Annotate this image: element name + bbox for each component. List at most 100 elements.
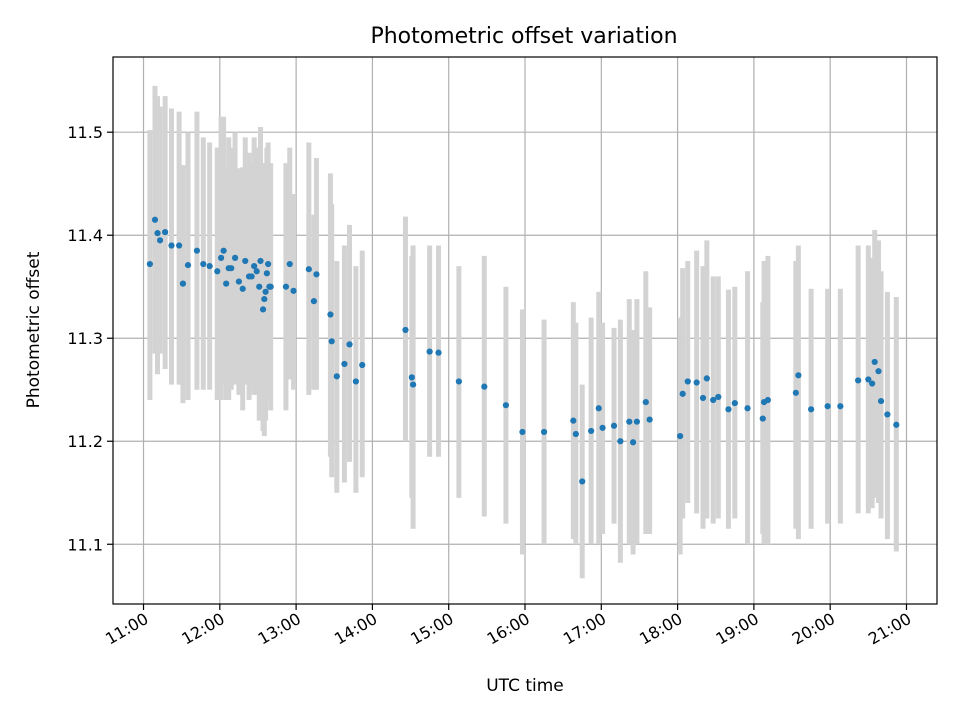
data-point <box>286 260 293 268</box>
data-point <box>893 421 900 428</box>
data-point <box>261 295 268 303</box>
data-point <box>231 254 239 261</box>
data-point <box>731 400 738 407</box>
data-point <box>223 280 230 287</box>
data-point <box>744 405 751 412</box>
data-point <box>595 405 602 412</box>
data-point <box>855 377 862 384</box>
data-point <box>282 283 290 290</box>
data-point <box>228 265 235 272</box>
y-tick-label: 11.5 <box>67 123 103 142</box>
x-tick-label: 14:00 <box>331 609 380 649</box>
data-point <box>259 306 267 313</box>
data-point <box>253 268 260 275</box>
data-point <box>869 380 876 387</box>
data-point <box>610 422 618 429</box>
x-axis: 11:00 12:00 13:00 14:00 15:00 16:00 17:00 18:00… <box>102 604 914 649</box>
data-point <box>242 257 249 265</box>
y-axis-label: Photometric offset <box>24 251 44 408</box>
data-point <box>267 283 274 290</box>
data-point <box>677 432 684 440</box>
data-point <box>184 261 192 269</box>
data-point <box>699 394 707 402</box>
data-point <box>877 397 885 405</box>
data-point <box>179 280 187 287</box>
data-point <box>642 398 649 406</box>
data-point <box>684 378 691 385</box>
data-point <box>146 260 153 268</box>
data-point <box>333 373 340 380</box>
data-point <box>310 298 318 305</box>
data-point <box>837 403 844 410</box>
data-point <box>693 379 700 386</box>
data-point <box>884 411 891 418</box>
data-point <box>200 260 207 268</box>
x-tick-label: 11:00 <box>102 609 151 649</box>
data-point <box>220 247 227 254</box>
data-point <box>154 230 161 237</box>
y-tick-label: 11.1 <box>67 535 103 554</box>
y-tick-label: 11.4 <box>67 226 103 245</box>
x-tick-label: 19:00 <box>712 609 761 649</box>
data-point <box>346 341 353 348</box>
data-point <box>703 375 710 382</box>
data-point <box>599 424 606 431</box>
data-point <box>217 254 225 261</box>
data-point <box>710 396 717 404</box>
data-point <box>792 389 799 396</box>
data-point <box>865 376 872 383</box>
data-point <box>570 417 577 424</box>
data-point <box>313 271 320 278</box>
data-point <box>256 283 263 290</box>
data-point <box>629 439 637 446</box>
data-point <box>617 438 624 445</box>
data-point <box>426 348 433 355</box>
data-point <box>214 268 221 275</box>
data-point <box>626 418 633 425</box>
data-point <box>579 478 586 485</box>
data-point <box>248 273 255 280</box>
y-tick-label: 11.3 <box>67 329 103 348</box>
x-tick-label: 13:00 <box>255 609 304 649</box>
data-point <box>455 378 462 385</box>
data-point <box>871 358 878 366</box>
data-point <box>715 393 722 401</box>
data-point <box>290 287 297 294</box>
x-tick-label: 21:00 <box>865 609 914 649</box>
data-point <box>824 403 831 410</box>
data-point <box>193 247 201 254</box>
data-point <box>481 383 488 390</box>
data-point <box>764 396 771 404</box>
data-point <box>151 216 159 223</box>
x-axis-label: UTC time <box>486 676 564 696</box>
data-point <box>327 311 334 318</box>
data-point <box>808 406 815 413</box>
x-tick-label: 12:00 <box>178 609 227 649</box>
data-point <box>156 237 164 244</box>
data-point <box>646 416 653 423</box>
data-point <box>519 428 526 436</box>
data-point <box>262 288 269 295</box>
chart-title: Photometric offset variation <box>370 24 677 49</box>
data-point <box>263 270 270 277</box>
data-point <box>257 257 264 265</box>
data-point <box>679 390 686 397</box>
data-point <box>588 427 595 435</box>
data-point <box>408 374 415 381</box>
data-point <box>352 378 359 385</box>
data-point <box>502 402 510 409</box>
data-point <box>759 415 766 422</box>
data-point <box>402 326 409 334</box>
data-point <box>328 338 335 345</box>
data-point <box>359 361 366 369</box>
x-tick-label: 20:00 <box>789 609 838 649</box>
data-point <box>251 263 258 270</box>
data-point <box>162 229 169 236</box>
data-points <box>146 216 900 485</box>
data-point <box>795 372 802 379</box>
x-tick-label: 15:00 <box>407 609 456 649</box>
x-tick-label: 16:00 <box>484 609 533 649</box>
data-point <box>725 406 732 413</box>
error-bars <box>147 85 899 579</box>
